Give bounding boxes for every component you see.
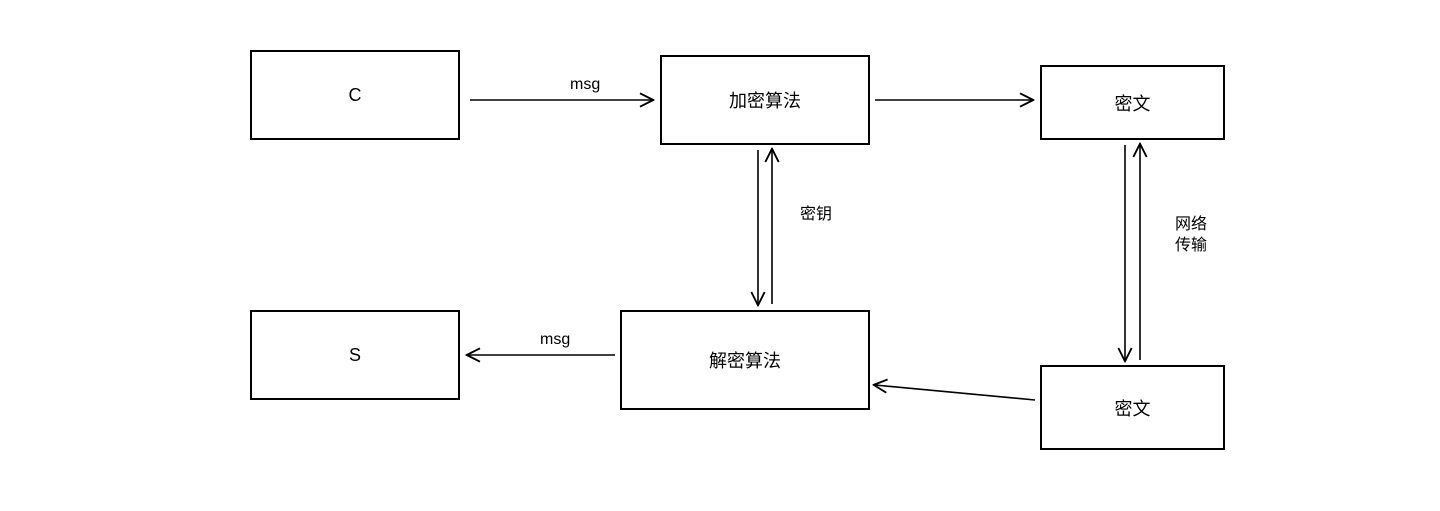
node-client: C <box>250 50 460 140</box>
node-decrypt-label: 解密算法 <box>709 347 781 373</box>
edge-label-msg-top: msg <box>570 75 600 96</box>
node-encrypt: 加密算法 <box>660 55 870 145</box>
node-server-label: S <box>349 345 361 366</box>
flowchart-canvas: C 加密算法 密文 S 解密算法 密文 msg 密钥 网络 传输 msg <box>0 0 1440 511</box>
edge-label-network: 网络 传输 <box>1175 215 1207 257</box>
node-decrypt: 解密算法 <box>620 310 870 410</box>
edge-ciphertext-to-decrypt <box>875 385 1035 400</box>
node-ciphertext-bottom-label: 密文 <box>1115 395 1151 421</box>
node-ciphertext-bottom: 密文 <box>1040 365 1225 450</box>
node-ciphertext-top: 密文 <box>1040 65 1225 140</box>
edge-label-msg-bottom: msg <box>540 330 570 351</box>
node-server: S <box>250 310 460 400</box>
node-encrypt-label: 加密算法 <box>729 87 801 113</box>
node-ciphertext-top-label: 密文 <box>1115 90 1151 116</box>
node-client-label: C <box>349 85 362 106</box>
edge-label-key: 密钥 <box>800 205 832 226</box>
